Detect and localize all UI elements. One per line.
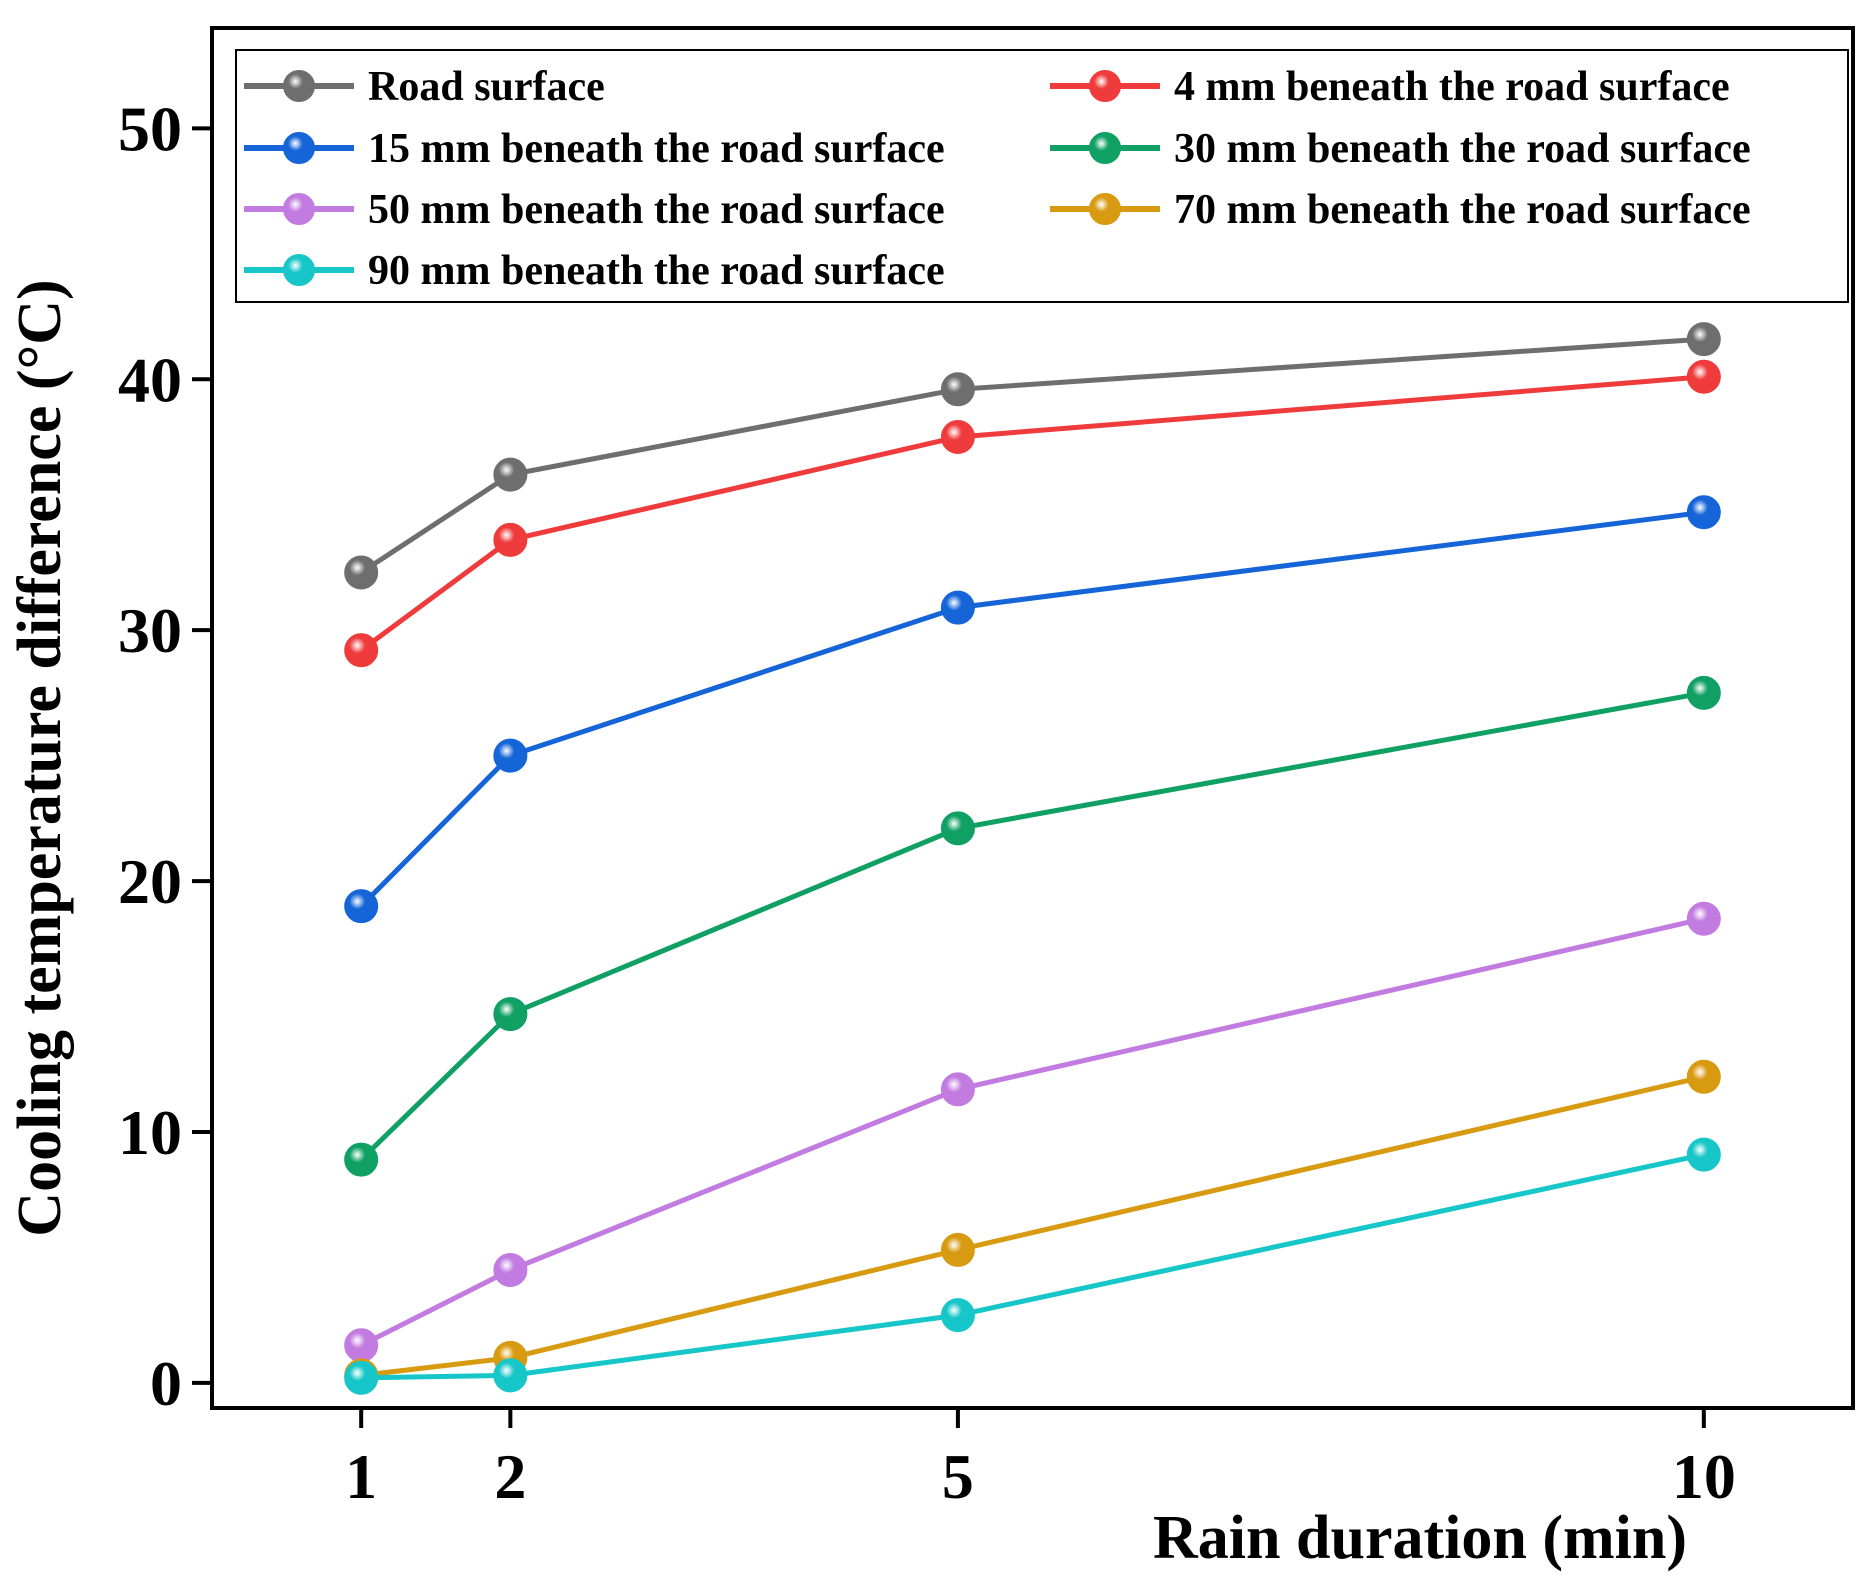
legend-marker: [283, 70, 315, 102]
series-line: [359, 509, 1705, 908]
legend-marker: [1089, 132, 1121, 164]
legend-item: Road surface: [244, 64, 605, 110]
legend-marker: [283, 254, 315, 286]
y-tick-label: 40: [118, 344, 182, 415]
data-point: [1686, 1059, 1721, 1094]
series-4: [344, 675, 1721, 1177]
data-point: [344, 555, 379, 590]
series-2: [344, 359, 1721, 668]
legend-item: 30 mm beneath the road surface: [1050, 126, 1751, 172]
legend-item: 50 mm beneath the road surface: [244, 187, 945, 233]
y-tick-label: 10: [118, 1097, 182, 1168]
legend-label: 15 mm beneath the road surface: [368, 126, 945, 172]
data-point: [344, 1328, 379, 1363]
data-point: [940, 1232, 975, 1267]
legend-box: [235, 49, 1849, 303]
series-layer: [344, 322, 1721, 1395]
axes: [210, 26, 1855, 1410]
plot-frame: [210, 26, 1855, 1410]
data-point: [1686, 322, 1721, 357]
series-3: [344, 495, 1721, 924]
legend-item: 70 mm beneath the road surface: [1050, 187, 1751, 233]
y-tick-label: 0: [150, 1348, 182, 1419]
series-line: [361, 1152, 1705, 1381]
data-point: [940, 419, 975, 454]
y-tick-label: 30: [118, 595, 182, 666]
x-tick-label: 2: [494, 1441, 526, 1512]
series-line: [359, 690, 1705, 1162]
data-point: [940, 590, 975, 625]
series-line: [360, 916, 1705, 1348]
series-7: [344, 1137, 1721, 1395]
y-axis-title: Cooling temperature difference (°C): [6, 279, 74, 1236]
data-point: [493, 1253, 528, 1287]
x-axis-title: Rain duration (min): [1153, 1504, 1687, 1572]
data-point: [493, 738, 528, 773]
legend-label: Road surface: [368, 64, 605, 110]
legend-label: 30 mm beneath the road surface: [1174, 126, 1751, 172]
series-line: [359, 336, 1704, 575]
y-axis-ticks: 0 10 20 30 40 50: [118, 93, 212, 1419]
data-point: [493, 457, 528, 492]
data-point: [1686, 675, 1721, 710]
series-1: [344, 322, 1721, 590]
data-point: [344, 1360, 379, 1395]
data-point: [940, 1072, 975, 1107]
series-line: [360, 1074, 1705, 1378]
legend-label: 90 mm beneath the road surface: [368, 248, 945, 294]
data-point: [1686, 495, 1721, 530]
data-point: [344, 1142, 379, 1177]
x-tick-label: 5: [942, 1441, 974, 1512]
legend-label: 4 mm beneath the road surface: [1174, 64, 1730, 110]
data-point: [344, 633, 379, 668]
data-point: [493, 522, 528, 557]
legend-marker: [283, 132, 315, 164]
data-point: [344, 889, 379, 924]
x-tick-label: 1: [345, 1441, 377, 1512]
data-point: [493, 1358, 528, 1393]
legend-item: 90 mm beneath the road surface: [244, 248, 945, 294]
legend-marker: [1089, 193, 1121, 225]
data-point: [1686, 359, 1721, 394]
series-line: [359, 374, 1705, 653]
series-6: [344, 1059, 1721, 1393]
data-point: [1686, 1137, 1721, 1172]
legend: Road surface 4 mm beneath the road surfac…: [235, 49, 1849, 303]
legend-label: 70 mm beneath the road surface: [1174, 187, 1751, 233]
data-point: [493, 997, 528, 1032]
legend-item: 15 mm beneath the road surface: [244, 126, 945, 172]
data-point: [940, 1298, 975, 1333]
legend-item: 4 mm beneath the road surface: [1050, 64, 1730, 110]
series-5: [344, 901, 1721, 1363]
data-point: [1686, 901, 1721, 936]
y-tick-label: 50: [118, 93, 182, 164]
legend-marker: [1089, 70, 1121, 102]
x-tick-label: 10: [1672, 1441, 1736, 1512]
legend-marker: [283, 193, 315, 225]
x-axis-ticks: 1 2 5 10: [345, 1408, 1736, 1512]
data-point: [940, 372, 975, 407]
legend-label: 50 mm beneath the road surface: [368, 187, 945, 233]
y-tick-label: 20: [118, 846, 182, 917]
data-point: [940, 811, 975, 846]
